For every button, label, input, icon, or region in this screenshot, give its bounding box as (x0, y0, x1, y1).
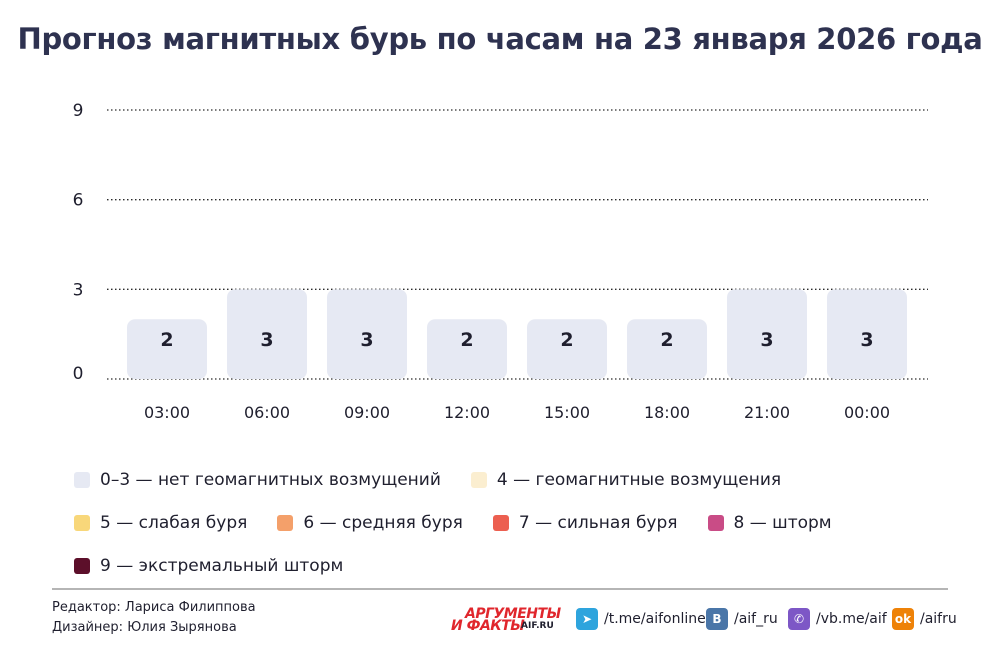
bar (127, 319, 207, 379)
social-link[interactable]: ok/aifru (892, 608, 957, 630)
aif-logo: АРГУМЕНТЫ И ФАКТЫ AIF.RU (451, 606, 563, 634)
logo-line2: И ФАКТЫ (451, 618, 525, 634)
x-tick-label: 21:00 (744, 403, 790, 422)
x-tick-label: 12:00 (444, 403, 490, 422)
y-tick-label: 6 (73, 191, 84, 211)
x-tick-label: 06:00 (244, 403, 290, 422)
footer-divider (52, 588, 948, 590)
legend-row: 5 — слабая буря 6 — средняя буря 7 — сильн… (74, 501, 954, 544)
legend-item: 5 — слабая буря (74, 513, 247, 533)
bar (227, 289, 307, 379)
legend-label: 7 — сильная буря (518, 512, 678, 533)
telegram-icon: ➤ (576, 608, 598, 630)
legend-label: 9 — экстремальный шторм (100, 555, 344, 576)
social-link[interactable]: ➤ /t.me/aifonline (576, 608, 706, 630)
legend-swatch (277, 514, 294, 531)
legend-swatch (492, 514, 509, 531)
logo-line1: АРГУМЕНТЫ (465, 606, 561, 622)
social-link-text: /aif_ru (734, 611, 778, 627)
bar-value-label: 3 (360, 329, 373, 351)
forecast-bar-chart: 0 3 6 9 2 03:00 3 06:00 3 09:00 2 12:00 2 15:00 2 18:00… (73, 101, 928, 422)
bar-value-label: 3 (760, 329, 773, 351)
x-tick-label: 00:00 (844, 403, 890, 422)
y-tick-label: 3 (73, 280, 84, 300)
bar-value-label: 2 (660, 329, 673, 351)
legend-swatch (74, 557, 90, 574)
legend-item: 6 — средняя буря (277, 513, 463, 533)
bar-value-label: 2 (160, 329, 173, 351)
x-tick-label: 18:00 (644, 403, 690, 422)
bar (627, 319, 707, 379)
vk-icon: В (706, 608, 728, 630)
legend-label: 0–3 — нет геомагнитных возмущений (100, 469, 441, 490)
bar (527, 319, 607, 379)
x-tick-label: 15:00 (544, 403, 590, 422)
social-link-text: /vb.me/aif (816, 611, 887, 627)
bar (727, 289, 807, 379)
legend-swatch (74, 514, 90, 531)
bar (327, 289, 407, 379)
legend-label: 5 — слабая буря (100, 512, 248, 533)
social-link[interactable]: В/aif_ru (706, 608, 778, 630)
bar-value-label: 2 (460, 329, 473, 351)
editor-credit: Редактор: Лариса Филиппова (52, 600, 256, 615)
legend-swatch (74, 471, 90, 488)
x-tick-label: 09:00 (344, 403, 390, 422)
bar-value-label: 3 (260, 329, 273, 351)
x-tick-label: 03:00 (144, 403, 190, 422)
legend-item: 8 — шторм (707, 512, 832, 533)
bar-value-label: 3 (860, 329, 873, 351)
legend-item: 9 — экстремальный шторм (74, 556, 343, 576)
legend-label: 6 — средняя буря (303, 512, 463, 533)
ok-icon: ok (892, 608, 914, 630)
legend: 0–3 — нет геомагнитных возмущений 4 — гео… (74, 458, 954, 587)
social-link[interactable]: ✆ /vb.me/aif (788, 608, 887, 630)
legend-label: 4 — геомагнитные возмущения (496, 469, 782, 490)
legend-row: 0–3 — нет геомагнитных возмущений 4 — гео… (74, 458, 954, 501)
credits: Редактор: Лариса Филиппова Дизайнер: Юли… (52, 598, 256, 638)
legend-row: 9 — экстремальный шторм (74, 544, 954, 587)
viber-icon: ✆ (788, 608, 810, 630)
bar (427, 319, 507, 379)
y-tick-label: 9 (73, 101, 84, 121)
legend-swatch (470, 471, 487, 488)
legend-item: 4 — геомагнитные возмущения (470, 469, 782, 490)
legend-swatch (707, 514, 724, 531)
chart-title: Прогноз магнитных бурь по часам на 23 ян… (17, 22, 983, 56)
legend-label: 8 — шторм (733, 512, 832, 533)
legend-item: 0–3 — нет геомагнитных возмущений (74, 470, 441, 490)
y-tick-label: 0 (73, 364, 84, 384)
social-link-text: /t.me/aifonline (604, 611, 706, 627)
bar (827, 289, 907, 379)
designer-credit: Дизайнер: Юлия Зырянова (52, 620, 237, 635)
legend-item: 7 — сильная буря (492, 512, 678, 533)
logo-site: AIF.RU (521, 621, 554, 631)
social-link-text: /aifru (920, 611, 957, 627)
bar-value-label: 2 (560, 329, 573, 351)
